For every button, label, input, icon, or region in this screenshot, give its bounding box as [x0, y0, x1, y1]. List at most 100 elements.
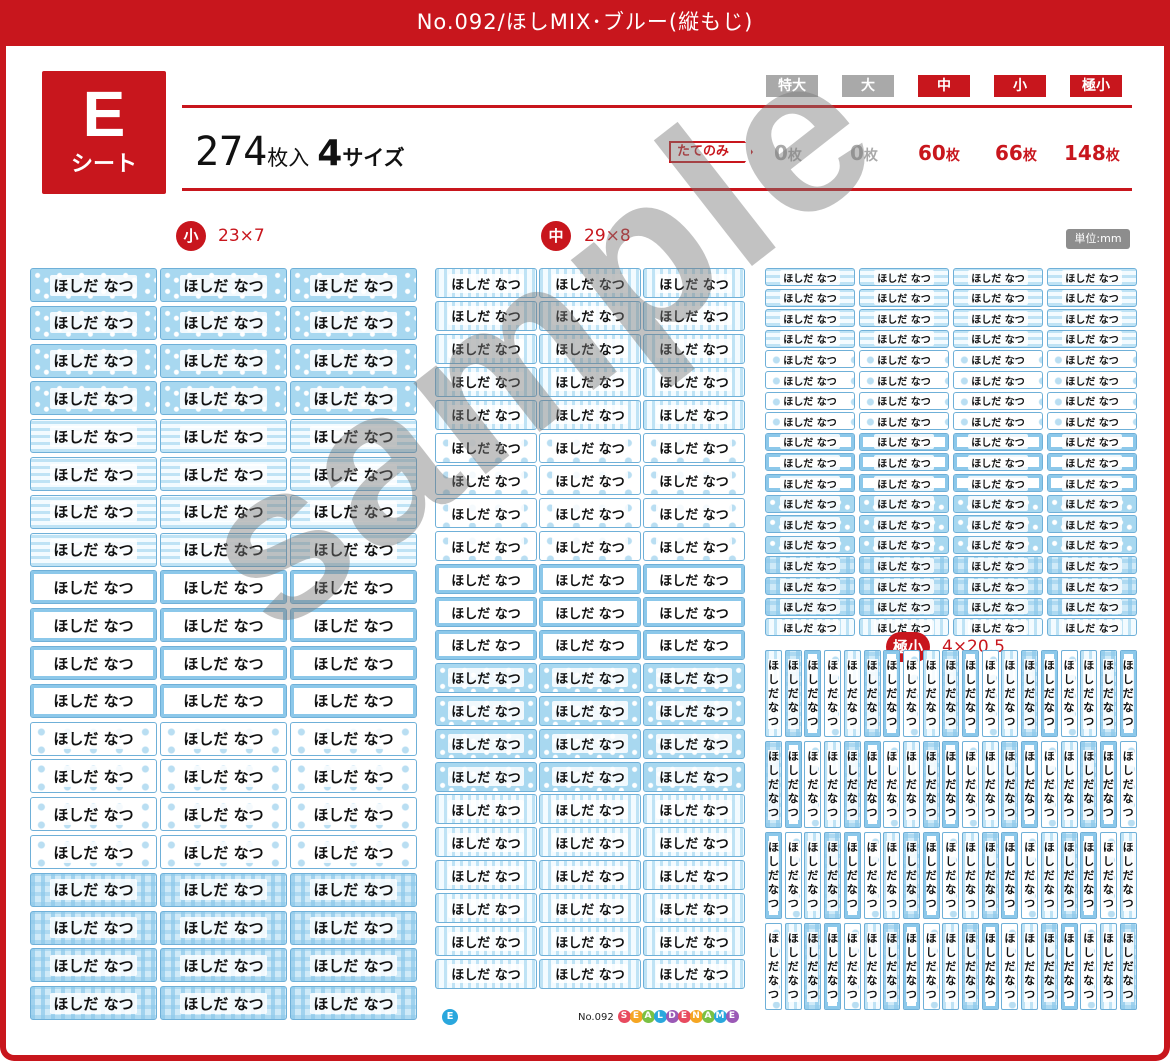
vertical-label-char: ほ	[846, 658, 858, 673]
name-label: ほしだ なつ	[765, 412, 855, 431]
vertical-label-char: つ	[886, 805, 898, 820]
name-label-text: ほしだ なつ	[1062, 393, 1122, 409]
vertical-name-label: ほしだなつ	[1001, 923, 1019, 1010]
name-label: ほしだ なつ	[643, 597, 745, 627]
vertical-name-label: ほしだなつ	[962, 923, 979, 1010]
name-label-text: ほしだ なつ	[874, 372, 934, 388]
vertical-label-char: だ	[807, 959, 819, 974]
name-label: ほしだ なつ	[1047, 453, 1137, 472]
name-label-text: ほしだ なつ	[310, 539, 397, 561]
vertical-label-char: し	[768, 763, 779, 778]
vertical-label-char: し	[866, 672, 878, 687]
name-label-text: ほしだ なつ	[448, 767, 524, 786]
name-label-text: ほしだ なつ	[1062, 599, 1122, 615]
vertical-label-char: な	[827, 791, 839, 806]
vertical-label-char: だ	[886, 686, 898, 701]
vertical-label-char: な	[1004, 791, 1016, 806]
name-label-text: ほしだ なつ	[968, 372, 1028, 388]
name-label: ほしだ なつ	[765, 309, 855, 328]
vertical-label-char: し	[945, 672, 957, 687]
name-label-text: ほしだ なつ	[1062, 537, 1122, 553]
vertical-label-char: だ	[1083, 777, 1095, 792]
vertical-label-char: し	[787, 945, 799, 960]
name-label: ほしだ なつ	[953, 329, 1043, 348]
name-label: ほしだ なつ	[290, 570, 417, 605]
vertical-label-char: な	[768, 973, 779, 988]
vertical-label-char: ほ	[1063, 840, 1075, 855]
name-label-text: ほしだ なつ	[874, 599, 934, 615]
vertical-label-char: し	[1043, 763, 1055, 778]
name-label-text: ほしだ なつ	[780, 516, 840, 532]
vertical-label-char: だ	[925, 959, 937, 974]
name-label-text: ほしだ なつ	[874, 413, 934, 429]
name-label: ほしだ なつ	[765, 494, 855, 513]
name-label: ほしだ なつ	[765, 474, 855, 492]
vertical-label-char: ほ	[905, 931, 917, 946]
vertical-label-char: だ	[827, 868, 839, 883]
vertical-label-char: ほ	[1122, 658, 1134, 673]
name-label-text: ほしだ なつ	[968, 351, 1028, 367]
name-label: ほしだ なつ	[859, 515, 949, 534]
name-label: ほしだ なつ	[290, 986, 417, 1021]
name-label: ほしだ なつ	[435, 629, 537, 660]
name-label: ほしだ なつ	[643, 498, 745, 529]
name-label-text: ほしだ なつ	[780, 413, 840, 429]
vertical-label-char: ほ	[1004, 840, 1016, 855]
name-label: ほしだ なつ	[643, 300, 745, 331]
name-label-text: ほしだ なつ	[310, 765, 397, 787]
vertical-label-char: つ	[925, 987, 937, 1002]
vertical-label-char: し	[886, 672, 898, 687]
vertical-label-char: ほ	[984, 840, 996, 855]
size-count-tokudai: 0枚	[774, 141, 802, 165]
size-number: 4	[317, 133, 343, 174]
vertical-label-char: つ	[1004, 896, 1016, 911]
name-label-text: ほしだ なつ	[968, 310, 1028, 326]
vertical-label-char: だ	[1004, 686, 1016, 701]
name-label: ほしだ なつ	[290, 457, 417, 491]
vertical-label-char: し	[827, 945, 839, 960]
vertical-name-label: ほしだなつ	[765, 832, 782, 919]
vertical-label-char: し	[925, 854, 937, 869]
vertical-label-char: し	[1083, 945, 1095, 960]
name-label-text: ほしだ なつ	[874, 351, 934, 367]
vertical-label-char: つ	[1083, 896, 1095, 911]
vertical-label-char: な	[846, 791, 858, 806]
vertical-label-char: つ	[1122, 714, 1134, 729]
name-label: ほしだ なつ	[290, 305, 417, 340]
name-label-text: ほしだ なつ	[180, 387, 267, 409]
name-label: ほしだ なつ	[435, 498, 537, 529]
name-label-text: ほしだ なつ	[1062, 351, 1122, 367]
name-label-text: ほしだ なつ	[874, 537, 934, 553]
name-label-text: ほしだ なつ	[310, 274, 397, 296]
sheet-letter: E	[82, 78, 126, 150]
name-label-text: ほしだ なつ	[310, 312, 397, 334]
vertical-label-char: な	[807, 973, 819, 988]
vertical-label-char: つ	[768, 987, 779, 1002]
unit-label: 単位:mm	[1066, 229, 1130, 249]
vertical-name-label: ほしだなつ	[1040, 923, 1058, 1010]
name-label: ほしだ なつ	[859, 268, 949, 286]
name-label-text: ほしだ なつ	[780, 351, 840, 367]
vertical-label-char: つ	[886, 987, 898, 1002]
name-label: ほしだ なつ	[30, 268, 157, 302]
vertical-label-char: な	[886, 791, 898, 806]
name-label: ほしだ なつ	[435, 366, 537, 397]
vertical-label-char: つ	[945, 714, 957, 729]
vertical-label-char: な	[945, 791, 957, 806]
name-label-text: ほしだ なつ	[180, 576, 267, 598]
name-label-text: ほしだ なつ	[448, 273, 524, 293]
name-label: ほしだ なつ	[643, 794, 745, 825]
vertical-label-char: ほ	[1122, 931, 1134, 946]
name-label: ほしだ なつ	[160, 759, 287, 794]
name-label: ほしだ なつ	[953, 371, 1043, 389]
vertical-name-label: ほしだなつ	[1021, 650, 1039, 737]
name-label-text: ほしだ なつ	[310, 576, 397, 598]
name-label-text: ほしだ なつ	[874, 454, 934, 470]
vertical-name-label: ほしだなつ	[942, 923, 960, 1010]
name-label: ほしだ なつ	[30, 570, 157, 605]
name-label-text: ほしだ なつ	[874, 496, 934, 512]
name-label-text: ほしだ なつ	[780, 331, 840, 347]
vertical-name-label: ほしだなつ	[902, 923, 920, 1010]
vertical-label-char: だ	[1004, 868, 1016, 883]
vertical-label-char: つ	[807, 896, 819, 911]
